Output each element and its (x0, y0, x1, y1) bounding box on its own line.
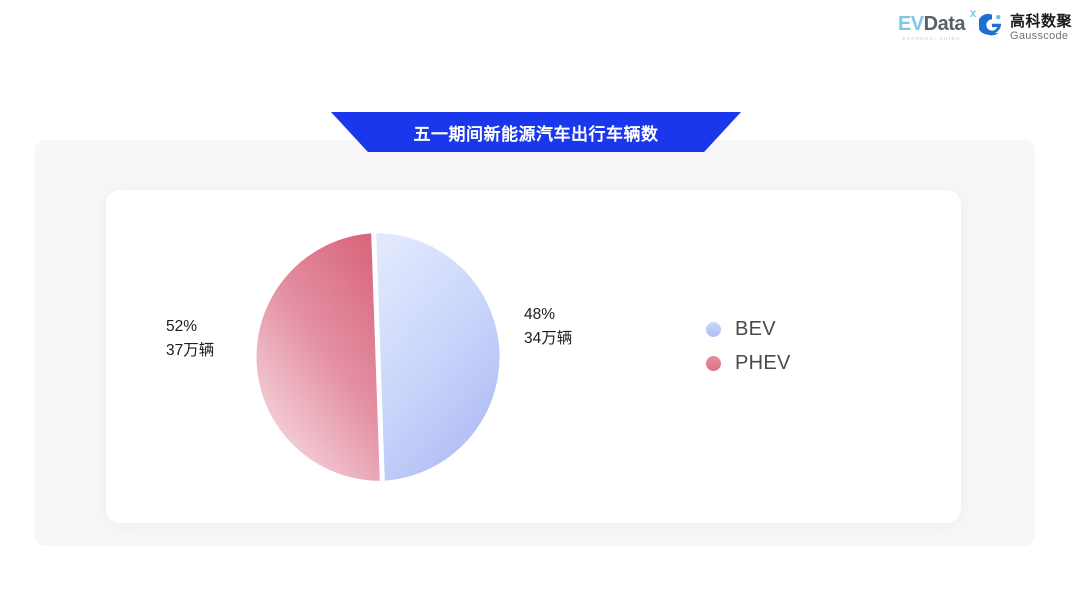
callout-phev-value: 37万辆 (166, 342, 215, 360)
callout-bev-percent: 48% (524, 306, 556, 323)
legend-label-bev: BEV (735, 318, 776, 340)
evdata-superscript-icon: x (969, 5, 977, 20)
callout-bev: 48% 34万辆 (524, 303, 572, 351)
legend-item-phev[interactable]: PHEV (706, 352, 791, 375)
pie-slice-phev[interactable] (256, 233, 383, 481)
chart-card: 52% 37万辆 48% 34万辆 BEV PHEV (106, 190, 961, 523)
callout-phev: 52% 37万辆 (166, 315, 214, 363)
legend-label-phev: PHEV (735, 352, 791, 374)
gausscode-cn-name: 高科数聚 (1009, 12, 1072, 30)
legend-item-bev[interactable]: BEV (706, 318, 791, 341)
legend-dot-bev-icon (706, 322, 721, 337)
pie-slice-bev[interactable] (373, 233, 500, 481)
evdata-data-text: Data (923, 12, 966, 35)
evdata-subtitle: SHANGHAI CHINA (902, 35, 961, 41)
pie-chart (253, 232, 503, 482)
gausscode-logo: 高科数聚 Gausscode (977, 12, 1072, 43)
pie-slice-divider (371, 233, 385, 481)
page-title: 五一期间新能源汽车出行车辆数 (413, 124, 659, 144)
pie-chart-svg (256, 233, 500, 481)
chart-legend: BEV PHEV (706, 318, 791, 375)
legend-dot-phev-icon (706, 356, 721, 371)
evdata-logo: EVData x SHANGHAI CHINA (897, 7, 977, 41)
gausscode-g-mark-icon (977, 12, 1005, 43)
evdata-wordmark: EVData x (897, 7, 977, 35)
evdata-ev-text: EV (897, 12, 924, 35)
header-logo-bar: EVData x SHANGHAI CHINA 高科数聚 Gausscode (897, 7, 1072, 43)
section-title-banner: 五一期间新能源汽车出行车辆数 (331, 112, 741, 152)
callout-phev-percent: 52% (166, 318, 198, 335)
gausscode-text: 高科数聚 Gausscode (1010, 14, 1072, 42)
callout-bev-value: 34万辆 (524, 330, 573, 348)
gausscode-en-name: Gausscode (1009, 29, 1069, 42)
